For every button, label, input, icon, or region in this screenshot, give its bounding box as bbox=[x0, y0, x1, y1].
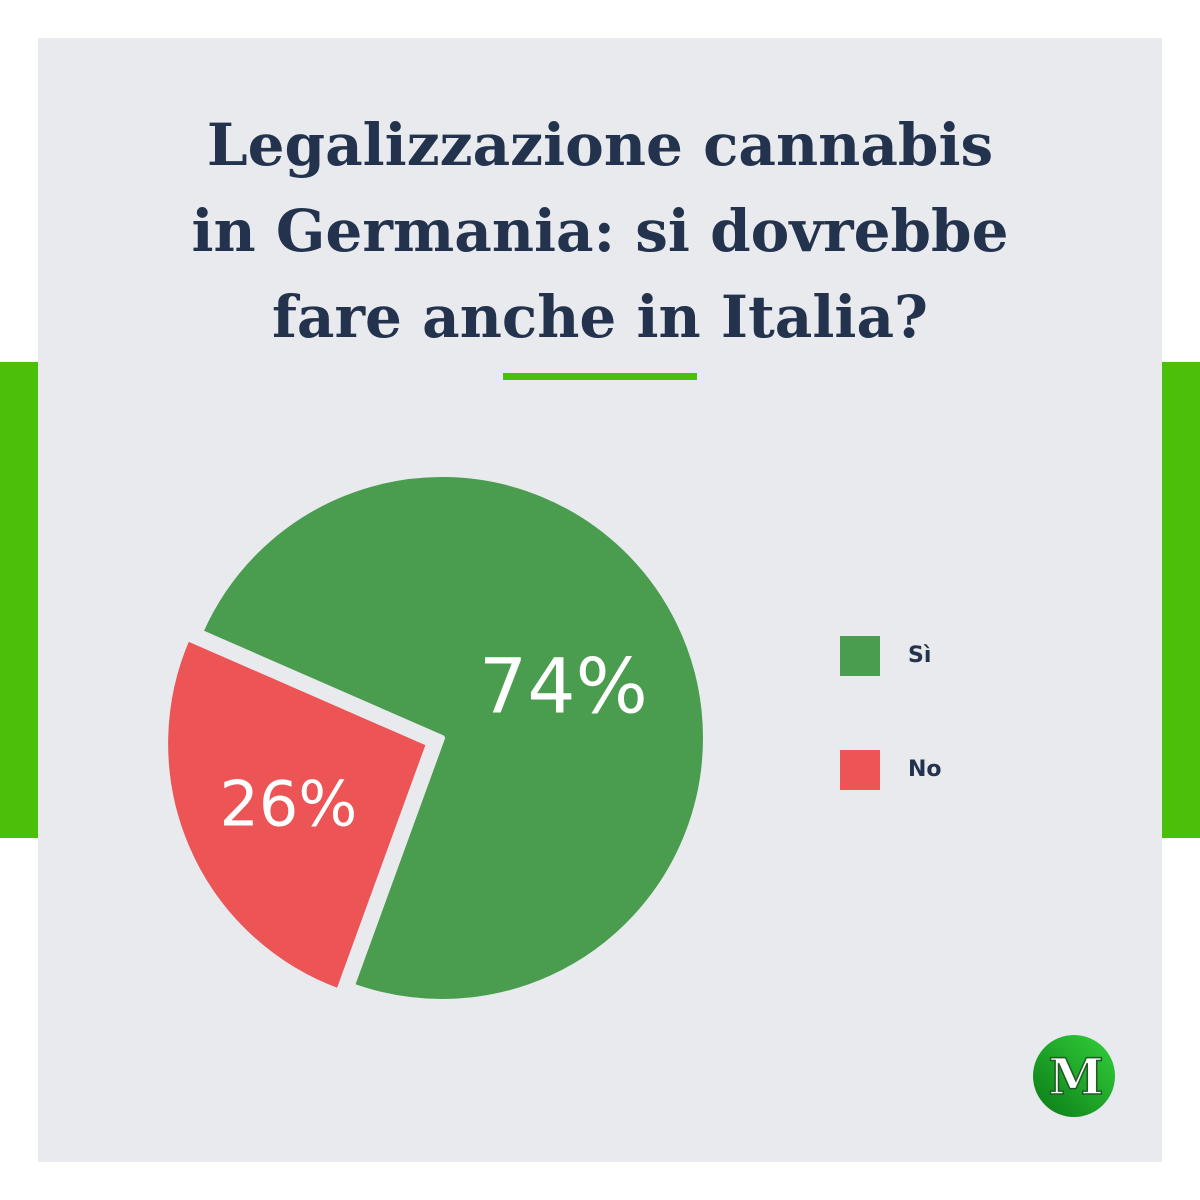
title-divider bbox=[503, 373, 697, 380]
pie-chart: 74% 26% bbox=[162, 471, 709, 1005]
pie-label-no: 26% bbox=[219, 767, 357, 840]
title-line-2: in Germania: si dovrebbe bbox=[191, 197, 1009, 265]
magazine-logo-icon: M bbox=[1033, 1035, 1115, 1117]
pie-label-si: 74% bbox=[479, 641, 648, 730]
chart-card: Legalizzazione cannabis in Germania: si … bbox=[38, 38, 1162, 1162]
legend-label-si: Sì bbox=[908, 643, 932, 668]
pie-slice-si bbox=[197, 471, 709, 1005]
right-accent-bar bbox=[1160, 362, 1200, 838]
title-line-3: fare anche in Italia? bbox=[271, 283, 929, 351]
pie-slice-no bbox=[162, 634, 433, 995]
logo-letter: M bbox=[1048, 1047, 1103, 1106]
legend-swatch-si bbox=[840, 636, 880, 676]
left-accent-bar bbox=[0, 362, 40, 838]
legend-swatch-no bbox=[840, 750, 880, 790]
logo-circle bbox=[1033, 1035, 1115, 1117]
title-line-1: Legalizzazione cannabis bbox=[206, 111, 994, 179]
chart-title: Legalizzazione cannabis in Germania: si … bbox=[38, 102, 1162, 360]
legend-label-no: No bbox=[908, 757, 942, 782]
